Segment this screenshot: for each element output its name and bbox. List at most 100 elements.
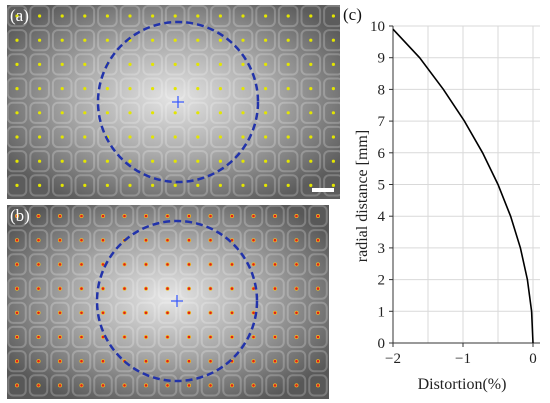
marker-dot — [15, 384, 19, 387]
image-cell — [164, 53, 186, 76]
marker-dot — [264, 111, 268, 115]
image-cell — [300, 150, 322, 173]
image-cell — [93, 229, 113, 252]
image-cell — [179, 229, 199, 252]
y-tick-label: 5 — [378, 178, 386, 194]
image-cell — [222, 325, 242, 349]
marker-dot — [309, 87, 313, 91]
image-cell — [286, 301, 307, 324]
image-cell — [286, 325, 307, 349]
marker-dot — [38, 183, 42, 187]
y-tick-label: 8 — [378, 82, 386, 98]
marker-dot — [101, 214, 105, 218]
scale-bar — [312, 188, 334, 192]
image-cell — [142, 125, 163, 149]
marker-dot — [80, 214, 83, 218]
image-cell — [119, 174, 141, 197]
marker-dot — [166, 311, 169, 315]
marker-dot — [196, 38, 200, 42]
marker-dot — [15, 14, 19, 18]
image-cell — [114, 229, 135, 252]
image-cell — [164, 5, 186, 28]
image-cell — [50, 277, 70, 300]
marker-dot — [128, 111, 132, 115]
marker-dot — [101, 238, 105, 242]
image-cell — [28, 301, 49, 324]
marker-dot — [286, 111, 290, 115]
x-tick-label: −1 — [455, 351, 471, 367]
marker-dot — [218, 111, 222, 115]
image-cell — [50, 205, 70, 228]
image-cell — [308, 374, 328, 397]
image-cell — [179, 325, 199, 349]
image-cell — [29, 53, 50, 76]
image-cell — [71, 325, 92, 349]
marker-dot — [166, 238, 169, 242]
marker-dot — [83, 38, 87, 42]
marker-dot — [252, 311, 255, 315]
marker-dot — [273, 335, 277, 339]
marker-dot — [252, 263, 255, 266]
marker-dot — [15, 111, 19, 115]
image-cell — [74, 77, 96, 100]
marker-dot — [264, 159, 268, 163]
marker-dot — [15, 238, 19, 242]
image-cell — [210, 174, 231, 197]
marker-dot — [209, 287, 212, 290]
image-cell — [97, 125, 118, 149]
y-tick-label: 3 — [378, 241, 386, 257]
image-cell — [7, 229, 27, 252]
image-cell — [222, 277, 242, 300]
image-cell — [114, 374, 135, 397]
marker-dot — [218, 38, 222, 42]
marker-dot — [105, 87, 109, 91]
image-cell — [71, 350, 92, 373]
panel-b-image — [7, 205, 329, 399]
marker-dot — [83, 62, 87, 66]
marker-dot — [230, 384, 234, 387]
marker-dot — [80, 263, 83, 266]
image-cell — [114, 205, 135, 228]
image-cell — [308, 325, 328, 349]
marker-dot — [241, 38, 245, 42]
marker-dot — [173, 135, 177, 139]
image-cell — [157, 253, 178, 276]
image-cell — [255, 29, 276, 52]
marker-dot — [144, 335, 148, 339]
marker-dot — [37, 287, 40, 290]
marker-dot — [218, 14, 222, 18]
marker-dot — [15, 159, 19, 163]
image-cell — [300, 29, 322, 52]
image-cell — [222, 229, 242, 252]
image-cell — [255, 174, 276, 197]
marker-dot — [309, 62, 313, 66]
marker-dot — [151, 111, 155, 115]
image-cell — [286, 205, 307, 228]
image-cell — [71, 229, 92, 252]
marker-dot — [101, 384, 105, 387]
image-cell — [114, 325, 135, 349]
image-cell — [74, 5, 96, 28]
image-cell — [243, 205, 264, 228]
marker-dot — [331, 14, 335, 18]
marker-dot — [58, 238, 62, 242]
panel-a-dashed-circle — [96, 20, 260, 184]
image-cell — [142, 150, 163, 173]
marker-dot — [58, 263, 62, 266]
image-cell — [7, 150, 28, 173]
marker-dot — [331, 111, 335, 115]
marker-dot — [101, 359, 105, 363]
image-cell — [323, 174, 340, 197]
image-cell — [200, 301, 221, 324]
image-cell — [265, 229, 285, 252]
marker-dot — [144, 263, 148, 266]
panel-a-label: (a) — [10, 6, 29, 25]
marker-dot — [196, 183, 200, 187]
marker-dot — [252, 335, 255, 339]
image-cell — [114, 277, 135, 300]
marker-dot — [60, 159, 64, 163]
image-cell — [142, 101, 163, 124]
marker-dot — [252, 384, 255, 387]
image-cell — [286, 253, 307, 276]
image-cell — [286, 229, 307, 252]
